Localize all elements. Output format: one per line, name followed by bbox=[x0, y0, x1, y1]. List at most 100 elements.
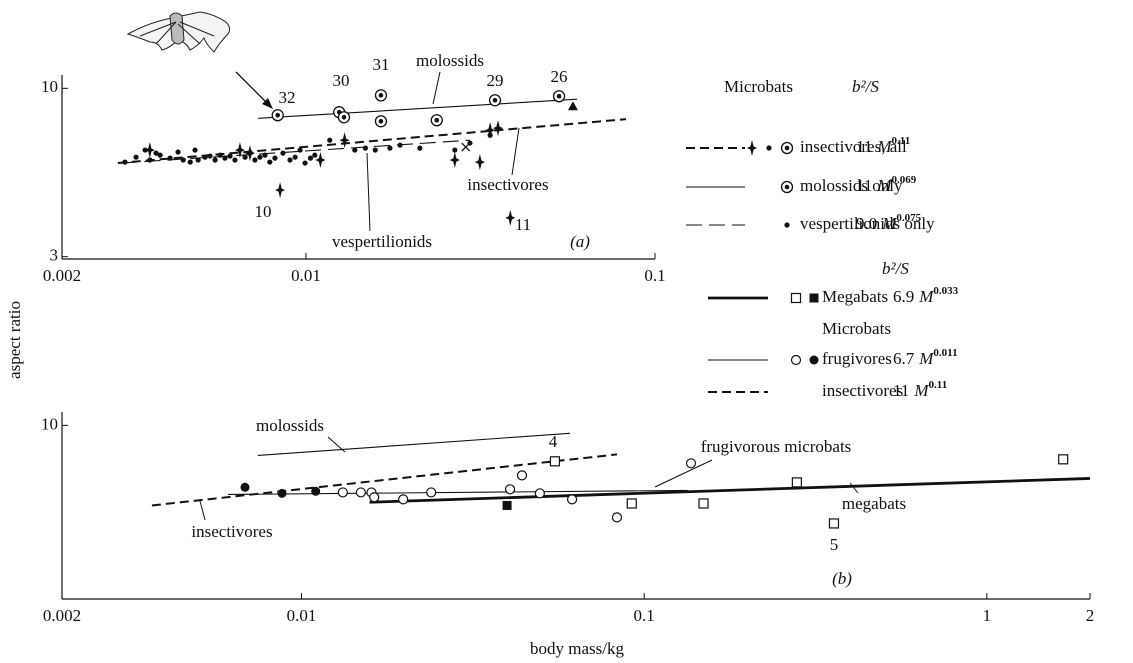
data-point bbox=[431, 115, 442, 126]
legend-fit-var: M bbox=[876, 176, 892, 195]
annotation: 30 bbox=[333, 71, 350, 90]
data-point-part bbox=[493, 98, 498, 103]
x-tick-label: 0.01 bbox=[291, 266, 321, 285]
legend-fit-exp: 0.069 bbox=[892, 174, 917, 186]
legend-marker bbox=[810, 294, 819, 303]
data-point-part bbox=[257, 155, 262, 160]
data-point bbox=[287, 157, 292, 162]
legend-marker bbox=[766, 145, 771, 150]
data-point bbox=[450, 152, 460, 168]
data-point bbox=[222, 156, 227, 161]
legend-fit-exp: 0.11 bbox=[892, 135, 911, 147]
annotation: (b) bbox=[832, 569, 852, 588]
data-point-part bbox=[352, 147, 357, 152]
data-point bbox=[272, 156, 277, 161]
data-point bbox=[554, 91, 565, 102]
data-point bbox=[375, 116, 386, 127]
data-point bbox=[399, 495, 408, 504]
legend-fit-coef: 6.7 bbox=[893, 349, 915, 368]
data-point bbox=[699, 499, 708, 508]
annotation-leader bbox=[655, 460, 712, 487]
legend-marker-part bbox=[792, 294, 801, 303]
data-point-part bbox=[505, 210, 515, 226]
legend-fit-var: M bbox=[913, 381, 929, 400]
data-point bbox=[196, 157, 201, 162]
data-point bbox=[192, 147, 197, 152]
data-point bbox=[257, 155, 262, 160]
data-point bbox=[535, 489, 544, 498]
data-point bbox=[340, 132, 350, 148]
data-point-part bbox=[287, 157, 292, 162]
data-point-part bbox=[485, 122, 495, 138]
data-point bbox=[792, 478, 801, 487]
legend-marker-part bbox=[747, 140, 757, 156]
data-point bbox=[232, 157, 237, 162]
data-point-part bbox=[232, 157, 237, 162]
legend-marker bbox=[792, 356, 801, 365]
data-point-part bbox=[218, 153, 223, 158]
data-point bbox=[493, 120, 503, 136]
fit-line bbox=[118, 119, 626, 163]
y-tick-label: 3 bbox=[50, 246, 59, 265]
data-point-part bbox=[356, 488, 365, 497]
x-tick-label: 1 bbox=[983, 606, 992, 625]
data-point bbox=[302, 160, 307, 165]
data-point bbox=[293, 155, 298, 160]
data-point bbox=[277, 489, 286, 498]
data-point-part bbox=[417, 146, 422, 151]
legend-fit: 6.7M0.011 bbox=[893, 347, 958, 368]
figure: 0.0020.010.1310molossidsinsectivoresvesp… bbox=[0, 0, 1133, 663]
legend-fit-coef: 6.9 bbox=[893, 287, 914, 306]
data-point bbox=[375, 90, 386, 101]
annotation: frugivorous microbats bbox=[701, 437, 852, 456]
data-point bbox=[518, 471, 527, 480]
data-point-part bbox=[612, 513, 621, 522]
data-point-part bbox=[167, 156, 172, 161]
x-tick-label: 0.1 bbox=[634, 606, 655, 625]
data-point-part bbox=[792, 478, 801, 487]
annotation: insectivores bbox=[467, 175, 548, 194]
data-point-part bbox=[568, 495, 577, 504]
data-point-part bbox=[297, 147, 302, 152]
data-point-part bbox=[699, 499, 708, 508]
data-point-part bbox=[275, 182, 285, 198]
data-point bbox=[485, 122, 495, 138]
data-point-part bbox=[311, 487, 320, 496]
bat-illustration bbox=[128, 12, 230, 52]
data-point-part bbox=[452, 147, 457, 152]
data-point-part bbox=[829, 519, 838, 528]
data-point-part bbox=[196, 157, 201, 162]
data-point-part bbox=[506, 485, 515, 494]
data-point-part bbox=[434, 118, 439, 123]
data-point-part bbox=[1059, 455, 1068, 464]
data-point bbox=[373, 147, 378, 152]
legend-marker-part bbox=[785, 185, 790, 190]
data-point bbox=[218, 153, 223, 158]
data-point-part bbox=[242, 155, 247, 160]
data-point-part bbox=[397, 143, 402, 148]
legend-fit-coef: 11 bbox=[856, 176, 872, 195]
legend-fit-title: b²/S bbox=[882, 259, 909, 278]
data-point bbox=[627, 499, 636, 508]
data-point-part bbox=[373, 147, 378, 152]
annotation-leader bbox=[850, 483, 858, 493]
legend-title: Microbats bbox=[724, 77, 793, 96]
legend-fit-exp: 0.033 bbox=[933, 285, 958, 297]
annotation: 29 bbox=[487, 71, 504, 90]
data-point-part bbox=[181, 157, 186, 162]
annotation: 32 bbox=[279, 88, 296, 107]
annotation-leader bbox=[200, 501, 205, 520]
legend-fit-var: M bbox=[881, 214, 897, 233]
legend-fit-exp: 0.011 bbox=[933, 347, 957, 359]
data-point-part bbox=[535, 489, 544, 498]
data-point-part bbox=[379, 93, 384, 98]
annotation-leader bbox=[512, 128, 519, 175]
data-point bbox=[311, 487, 320, 496]
legend-marker-part bbox=[792, 356, 801, 365]
data-point bbox=[427, 488, 436, 497]
legend-fit-var: M bbox=[918, 349, 934, 368]
data-point bbox=[829, 519, 838, 528]
legend-fit-coef: 11 bbox=[893, 381, 909, 400]
annotation: 31 bbox=[373, 55, 390, 74]
